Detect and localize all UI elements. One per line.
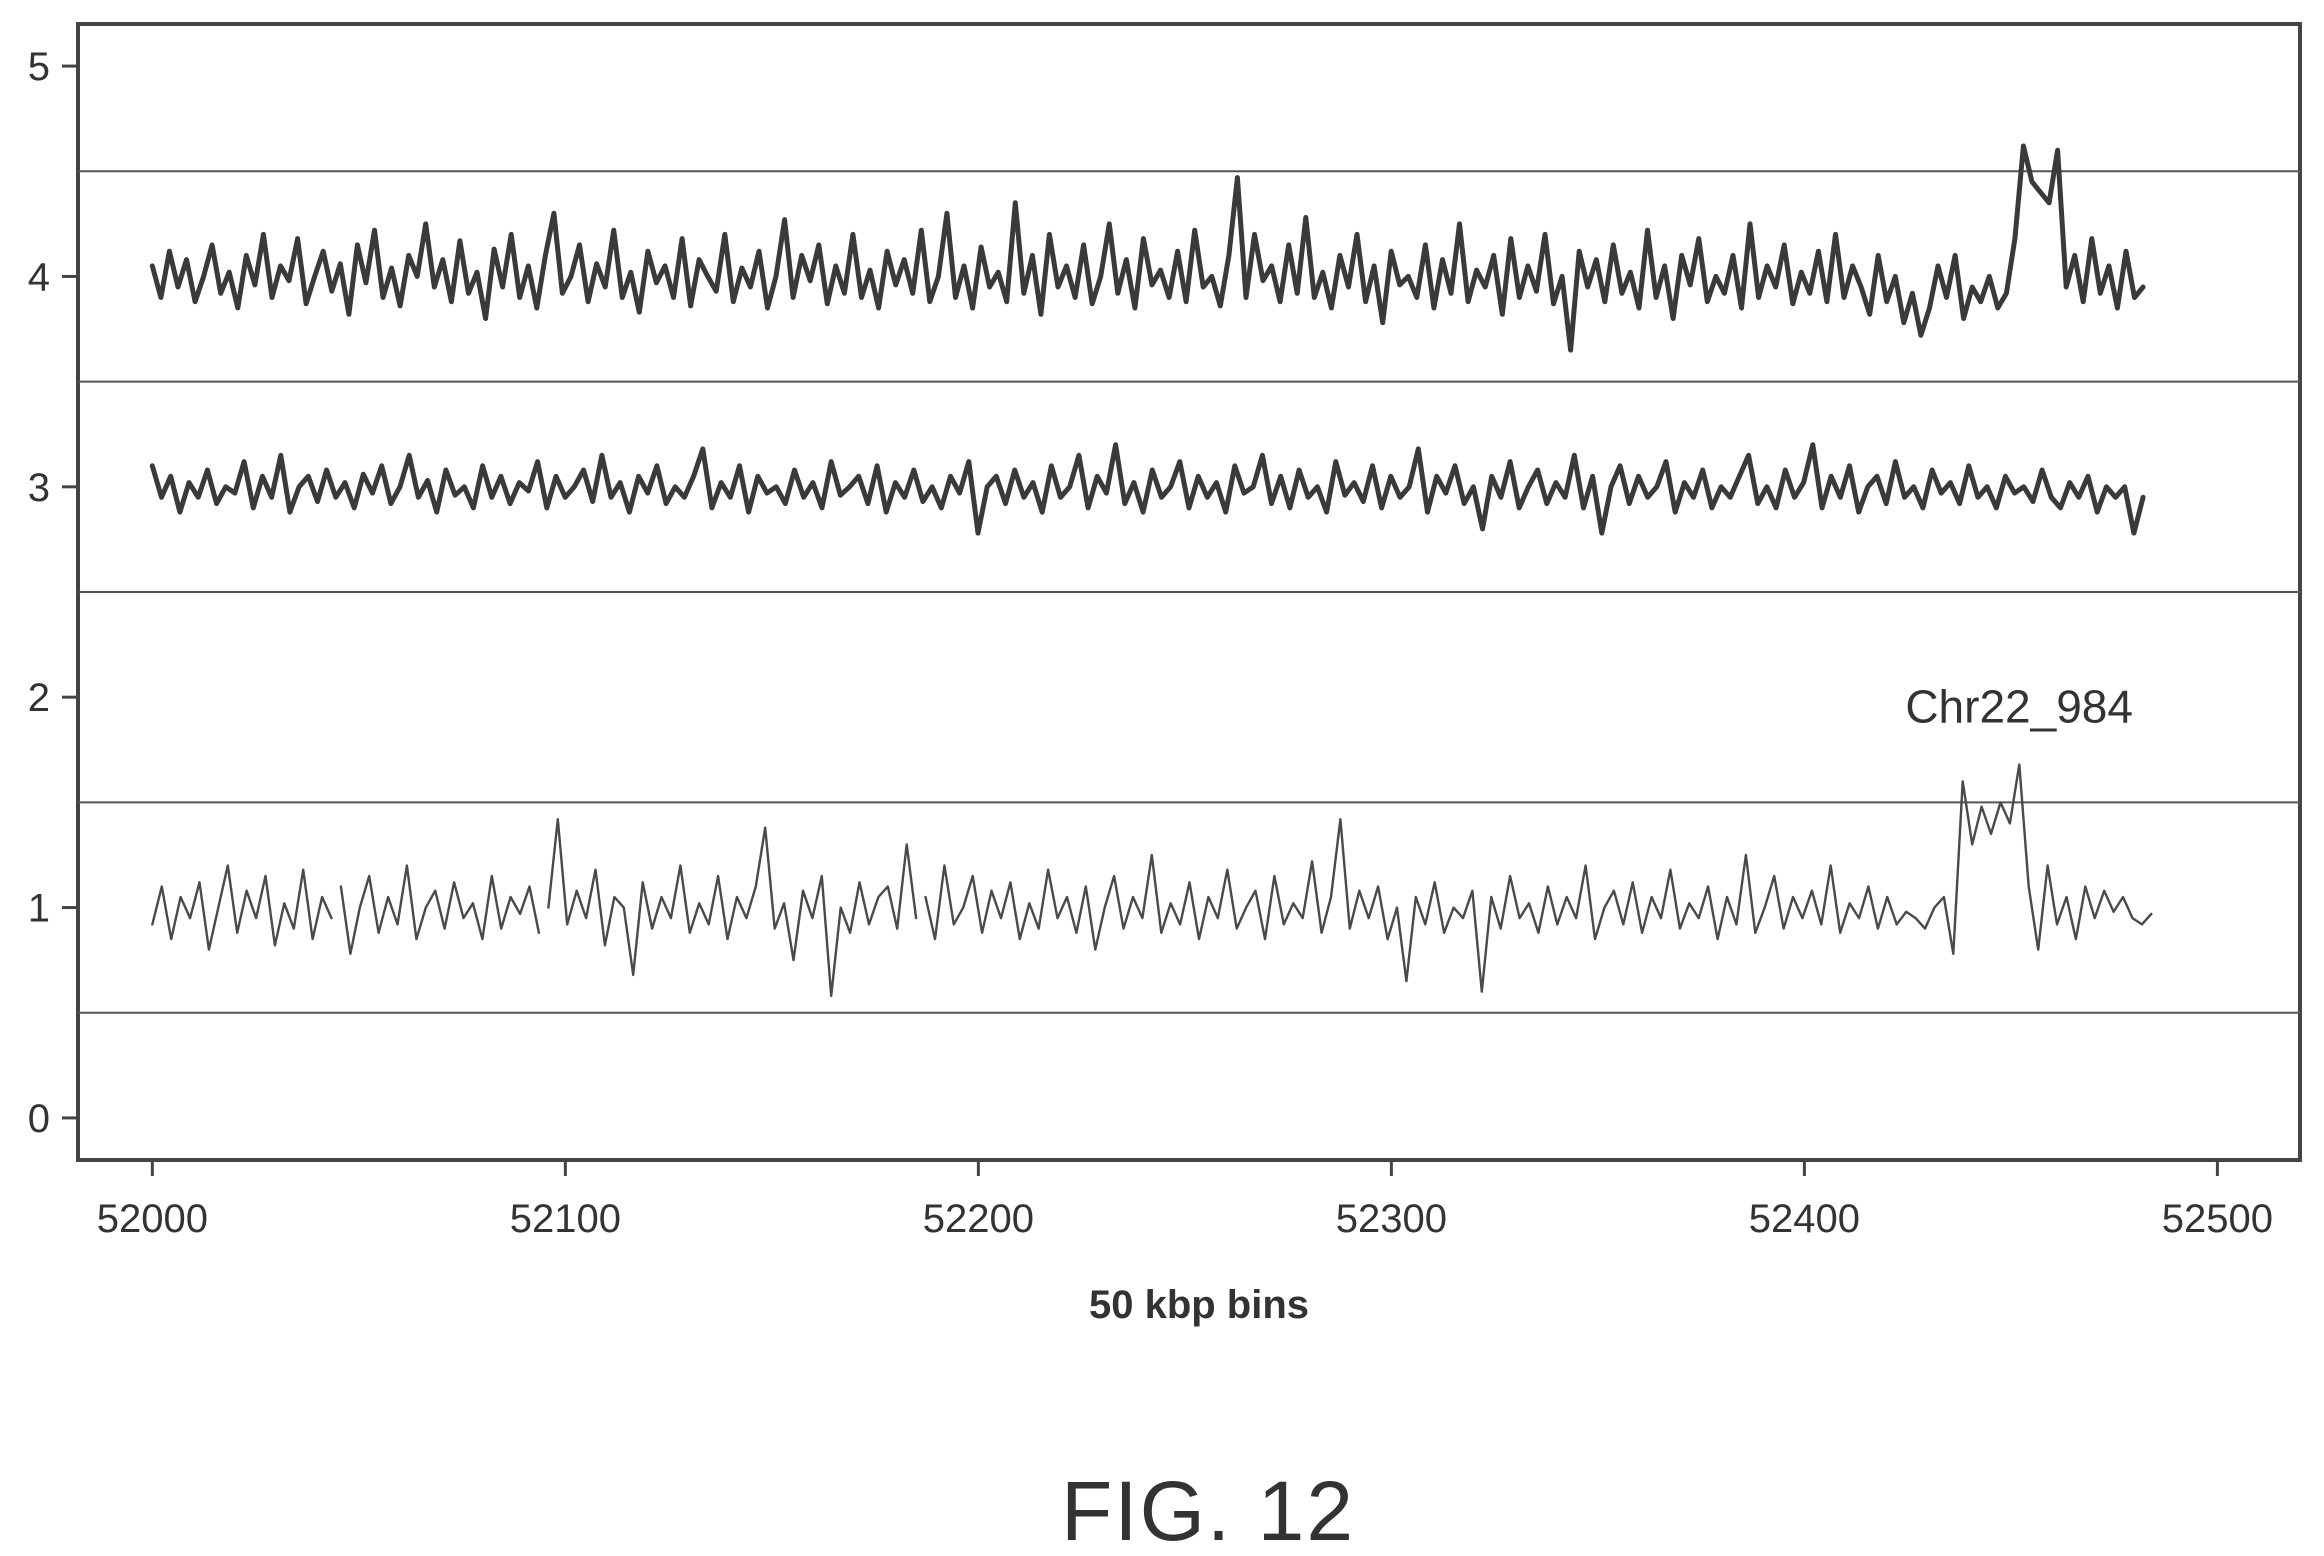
x-tick-label: 52000 <box>97 1197 208 1241</box>
plot-area <box>76 22 2302 1162</box>
series-layer <box>149 143 2153 998</box>
x-tick-label: 52200 <box>923 1197 1034 1241</box>
y-tick-label: 1 <box>28 887 50 931</box>
figure-caption: FIG. 12 <box>1061 1464 1355 1556</box>
x-tick-label: 52400 <box>1749 1197 1860 1241</box>
x-tick-label: 52300 <box>1336 1197 1447 1241</box>
series-line-3 <box>151 763 2153 998</box>
series-line-2 <box>149 442 2146 536</box>
y-tick-label: 3 <box>28 466 50 510</box>
series-line-1 <box>149 143 2146 353</box>
y-tick-label: 2 <box>28 676 50 720</box>
x-tick-label: 52100 <box>510 1197 621 1241</box>
x-tick-label: 52500 <box>2162 1197 2273 1241</box>
x-axis: 52000 52100 52200 52300 52400 52500 <box>97 1160 2273 1241</box>
x-axis-title: 50 kbp bins <box>1089 1283 1309 1327</box>
y-tick-label: 5 <box>28 45 50 89</box>
y-axis: 0 1 2 3 4 5 <box>28 45 78 1141</box>
y-tick-label: 4 <box>28 255 50 299</box>
y-tick-label: 0 <box>28 1097 50 1141</box>
chr22-annotation-label: Chr22_984 <box>1905 680 2133 732</box>
reference-lines <box>78 170 2300 1014</box>
